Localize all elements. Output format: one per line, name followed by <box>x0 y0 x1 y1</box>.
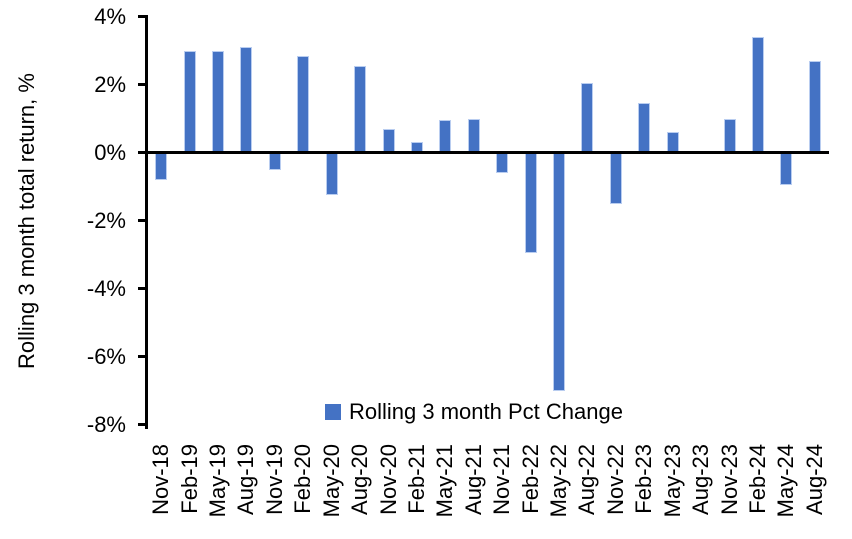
x-tick-label: Nov-22 <box>602 444 628 515</box>
y-tick-mark <box>138 423 147 426</box>
bar <box>808 60 821 153</box>
bar <box>297 55 310 153</box>
x-tick-label: Feb-22 <box>517 444 543 514</box>
y-tick-mark <box>138 287 147 290</box>
y-tick-label: 0% <box>94 139 126 165</box>
x-tick-label: May-21 <box>432 444 458 518</box>
bar <box>553 152 566 391</box>
bar <box>581 82 594 153</box>
bar <box>638 103 651 153</box>
x-tick-label: Feb-24 <box>744 444 770 514</box>
bar <box>212 50 225 153</box>
x-tick-label: Aug-19 <box>233 444 259 515</box>
bar <box>268 152 281 170</box>
bar <box>155 152 168 180</box>
legend: Rolling 3 month Pct Change <box>325 400 623 424</box>
bar <box>439 120 452 153</box>
x-tick-label: May-24 <box>773 444 799 518</box>
x-tick-label: Nov-21 <box>489 444 515 515</box>
bar <box>183 50 196 153</box>
x-tick-label: Feb-23 <box>631 444 657 514</box>
x-tick-label: Nov-23 <box>716 444 742 515</box>
bar <box>666 132 679 153</box>
x-tick-label: May-19 <box>205 444 231 518</box>
x-tick-label: Nov-18 <box>148 444 174 515</box>
bar <box>496 152 509 173</box>
bar <box>780 152 793 185</box>
bar <box>467 118 480 153</box>
bar <box>382 128 395 153</box>
y-tick-label: -4% <box>86 275 126 301</box>
x-tick-label: Aug-20 <box>347 444 373 515</box>
x-tick-label: Nov-20 <box>375 444 401 515</box>
y-tick-label: 4% <box>94 3 126 29</box>
legend-label: Rolling 3 month Pct Change <box>349 399 623 424</box>
x-tick-label: Aug-24 <box>801 444 827 515</box>
bar <box>524 152 537 253</box>
x-tick-label: Aug-21 <box>460 444 486 515</box>
y-tick-mark <box>138 83 147 86</box>
x-tick-label: Feb-21 <box>403 444 429 514</box>
legend-marker-icon <box>325 404 341 420</box>
x-tick-label: Nov-19 <box>261 444 287 515</box>
zero-baseline <box>147 151 829 154</box>
x-tick-label: May-23 <box>659 444 685 518</box>
y-axis-line <box>145 15 148 429</box>
y-tick-mark <box>138 15 147 18</box>
x-tick-label: Aug-23 <box>688 444 714 515</box>
bar <box>609 152 622 204</box>
bar <box>240 47 253 153</box>
x-tick-label: Feb-19 <box>176 444 202 514</box>
x-tick-label: Feb-20 <box>290 444 316 514</box>
y-tick-label: -2% <box>86 207 126 233</box>
y-tick-mark <box>138 355 147 358</box>
bar <box>354 65 367 153</box>
bar <box>723 118 736 153</box>
y-tick-mark <box>138 219 147 222</box>
bar <box>325 152 338 195</box>
y-tick-mark <box>138 151 147 154</box>
bar <box>751 36 764 153</box>
y-tick-label: -8% <box>86 411 126 437</box>
x-tick-label: May-22 <box>546 444 572 518</box>
x-tick-label: May-20 <box>318 444 344 518</box>
y-tick-label: 2% <box>94 71 126 97</box>
y-tick-label: -6% <box>86 343 126 369</box>
x-tick-label: Aug-22 <box>574 444 600 515</box>
